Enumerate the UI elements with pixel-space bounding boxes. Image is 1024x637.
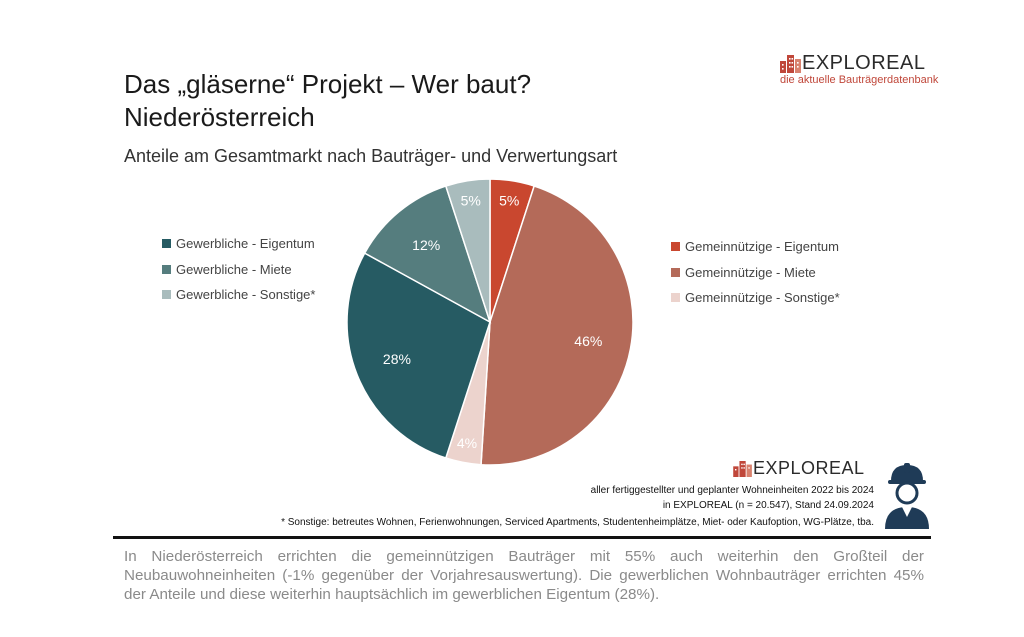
legend-item: Gemeinnützige - Sonstige* bbox=[671, 285, 840, 311]
note-line1: aller fertiggestellter und geplanter Woh… bbox=[590, 485, 874, 496]
exploreal-logo: EXPLOREAL bbox=[780, 52, 925, 75]
pie-slice-1 bbox=[480, 185, 634, 466]
building-logo-icon bbox=[780, 54, 801, 73]
legend-label: Gemeinnützige - Miete bbox=[685, 264, 816, 280]
building-logo-icon bbox=[733, 460, 752, 477]
legend-swatch bbox=[162, 264, 171, 274]
pie-label-1: 46% bbox=[574, 333, 602, 349]
legend-item: Gewerbliche - Sonstige* bbox=[162, 282, 315, 308]
legend-item: Gemeinnützige - Eigentum bbox=[671, 234, 840, 260]
legend-item: Gewerbliche - Eigentum bbox=[162, 231, 315, 257]
page-title-line1: Das „gläserne“ Projekt – Wer baut? bbox=[124, 69, 532, 99]
pie-label-3: 28% bbox=[383, 351, 411, 367]
legend-swatch bbox=[162, 290, 171, 300]
page-title-line2: Niederösterreich bbox=[124, 102, 315, 132]
legend-item: Gemeinnützige - Miete bbox=[671, 260, 840, 286]
legend-label: Gewerbliche - Miete bbox=[176, 261, 292, 277]
legend-right: Gemeinnützige - Eigentum Gemeinnützige - … bbox=[671, 234, 840, 311]
legend-label: Gemeinnützige - Sonstige* bbox=[685, 290, 840, 306]
pie-chart: 5% 46% 4% 28% 12% 5% bbox=[346, 178, 634, 466]
pie-slice-5 bbox=[444, 178, 491, 323]
page-title: Das „gläserne“ Projekt – Wer baut? Niede… bbox=[124, 68, 744, 134]
legend-label: Gewerbliche - Sonstige* bbox=[176, 287, 316, 303]
pie-label-4: 12% bbox=[412, 237, 440, 253]
exploreal-logo-bottom: EXPLOREAL bbox=[733, 458, 865, 479]
legend-label: Gewerbliche - Eigentum bbox=[176, 236, 315, 252]
chart-subtitle: Anteile am Gesamtmarkt nach Bauträger- u… bbox=[124, 146, 618, 166]
pie-slice-4 bbox=[363, 185, 492, 324]
legend-label: Gemeinnützige - Eigentum bbox=[685, 239, 839, 255]
logo-text-bottom: EXPLOREAL bbox=[753, 458, 865, 478]
divider-line bbox=[113, 536, 931, 539]
logo-text: EXPLOREAL bbox=[802, 52, 926, 74]
legend-swatch bbox=[671, 267, 680, 277]
legend-left: Gewerbliche - Eigentum Gewerbliche - Miet… bbox=[162, 231, 315, 308]
legend-item: Gewerbliche - Miete bbox=[162, 257, 315, 283]
pie-label-2: 4% bbox=[457, 435, 477, 451]
pie-label-5: 5% bbox=[461, 193, 481, 209]
legend-swatch bbox=[671, 293, 680, 303]
construction-worker-icon bbox=[885, 463, 929, 529]
pie-label-0: 5% bbox=[499, 193, 519, 209]
legend-swatch bbox=[671, 242, 680, 252]
pie-slice-3 bbox=[346, 252, 491, 459]
note-line2: in EXPLOREAL (n = 20.547), Stand 24.09.2… bbox=[662, 500, 874, 511]
footnote: * Sonstige: betreutes Wohnen, Ferienwohn… bbox=[281, 517, 874, 528]
logo-tagline: die aktuelle Bauträgerdatenbank bbox=[780, 74, 939, 86]
summary-text: In Niederösterreich errichten die gemein… bbox=[124, 548, 924, 603]
legend-swatch bbox=[162, 239, 171, 249]
